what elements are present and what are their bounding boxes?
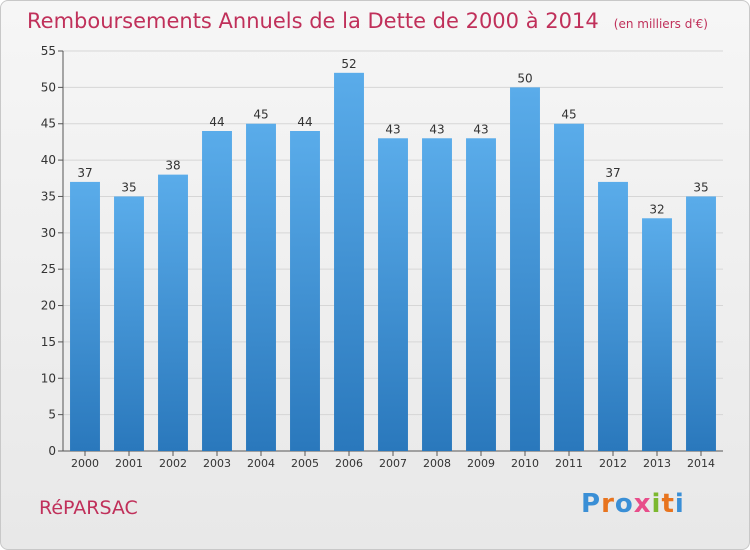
- x-tick-label-2004: 2004: [247, 457, 275, 470]
- logo-letter: i: [651, 489, 662, 519]
- logo-letter: r: [601, 489, 615, 519]
- bar-2000: [70, 181, 100, 451]
- logo-letter: P: [581, 489, 602, 519]
- bar-2001: [114, 196, 144, 451]
- bar-2008: [422, 138, 452, 452]
- chart-unit: (en milliers d'€): [613, 17, 708, 31]
- y-tick-label: 25: [41, 262, 56, 276]
- bar-2009: [466, 138, 496, 452]
- x-tick-label-2005: 2005: [291, 457, 319, 470]
- bar-2006: [334, 72, 364, 452]
- data-label-2010: 50: [517, 71, 532, 85]
- chart-title: Remboursements Annuels de la Dette de 20…: [27, 9, 599, 33]
- commune-name: RéPARSAC: [39, 497, 138, 519]
- data-label-2001: 35: [121, 180, 136, 194]
- y-tick-label: 15: [41, 335, 56, 349]
- bars: [70, 72, 716, 452]
- logo-letter: o: [614, 489, 634, 519]
- y-tick-label: 10: [41, 371, 56, 385]
- labels: 0 5 10 15 20 25 30 35 40 45 50 55 37 2000 35 2001 38 2002…: [41, 44, 715, 470]
- x-tick-label-2012: 2012: [599, 457, 627, 470]
- data-label-2009: 43: [473, 122, 488, 136]
- data-label-2006: 52: [341, 57, 356, 71]
- data-label-2002: 38: [165, 159, 180, 173]
- x-tick-label-2010: 2010: [511, 457, 539, 470]
- y-tick-label: 50: [41, 80, 56, 94]
- data-label-2003: 44: [209, 115, 224, 129]
- y-tick-label: 55: [41, 44, 56, 58]
- data-label-2007: 43: [385, 122, 400, 136]
- bar-2007: [378, 138, 408, 452]
- x-tick-label-2013: 2013: [643, 457, 671, 470]
- data-label-2013: 32: [649, 202, 664, 216]
- bar-2014: [686, 196, 716, 451]
- x-tick-label-2008: 2008: [423, 457, 451, 470]
- bar-2003: [202, 131, 232, 451]
- y-tick-label: 40: [41, 153, 56, 167]
- data-label-2000: 37: [77, 166, 92, 180]
- bar-2005: [290, 131, 320, 451]
- data-label-2004: 45: [253, 108, 268, 122]
- logo-letter: x: [633, 489, 652, 519]
- x-tick-label-2009: 2009: [467, 457, 495, 470]
- y-tick-label: 20: [41, 299, 56, 313]
- bar-2012: [598, 181, 628, 451]
- logo-letter: t: [661, 489, 675, 519]
- proxiti-logo[interactable]: Proxiti: [581, 489, 685, 519]
- bar-2010: [510, 87, 540, 451]
- y-tick-label: 30: [41, 226, 56, 240]
- x-tick-label-2001: 2001: [115, 457, 143, 470]
- y-tick-label: 45: [41, 117, 56, 131]
- y-tick-label: 5: [48, 408, 56, 422]
- y-tick-label: 35: [41, 189, 56, 203]
- x-tick-label-2007: 2007: [379, 457, 407, 470]
- data-label-2014: 35: [693, 180, 708, 194]
- y-tick-label: 0: [48, 444, 56, 458]
- bar-2004: [246, 123, 276, 452]
- bar-2013: [642, 218, 672, 451]
- logo-letter: i: [674, 489, 685, 519]
- x-tick-label-2000: 2000: [71, 457, 99, 470]
- x-tick-label-2003: 2003: [203, 457, 231, 470]
- title-row: Remboursements Annuels de la Dette de 20…: [27, 9, 708, 33]
- x-tick-label-2014: 2014: [687, 457, 715, 470]
- bar-2011: [554, 123, 584, 452]
- data-label-2005: 44: [297, 115, 312, 129]
- data-label-2008: 43: [429, 122, 444, 136]
- x-tick-label-2011: 2011: [555, 457, 583, 470]
- x-tick-label-2002: 2002: [159, 457, 187, 470]
- x-tick-label-2006: 2006: [335, 457, 363, 470]
- bar-2002: [158, 174, 188, 452]
- data-label-2011: 45: [561, 108, 576, 122]
- data-label-2012: 37: [605, 166, 620, 180]
